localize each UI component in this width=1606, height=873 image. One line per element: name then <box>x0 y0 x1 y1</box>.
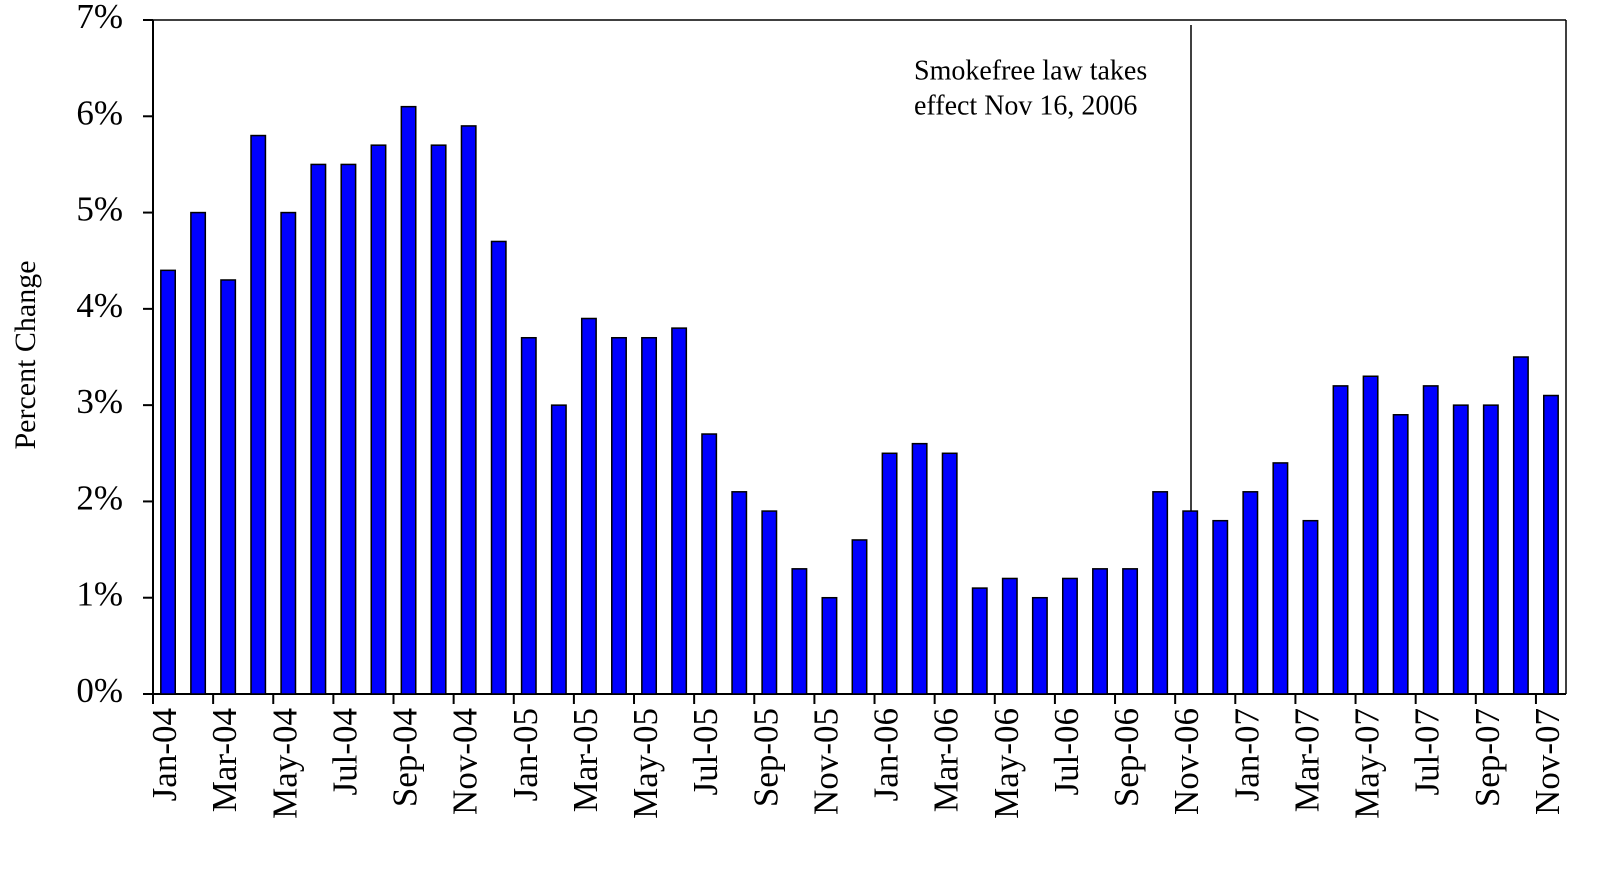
y-axis-label: Percent Change <box>9 260 42 449</box>
bar <box>1332 385 1349 695</box>
bar <box>1122 568 1139 695</box>
x-tick-label: Jan-07 <box>1227 708 1266 801</box>
bar <box>821 596 838 695</box>
bar <box>190 211 207 695</box>
bar <box>731 491 748 695</box>
bar <box>1061 577 1078 695</box>
y-tick-label: 5% <box>76 190 123 229</box>
x-tick-label: Mar-04 <box>205 708 244 812</box>
y-tick-label: 4% <box>76 286 123 325</box>
bar <box>1212 519 1229 695</box>
x-tick-label: Nov-04 <box>446 708 485 815</box>
x-tick-label: Mar-07 <box>1287 708 1326 812</box>
x-tick-label: Nov-05 <box>806 708 845 815</box>
bar <box>881 452 898 695</box>
x-tick-label: Sep-05 <box>746 708 785 807</box>
bar <box>580 317 597 695</box>
x-tick-label: Sep-06 <box>1107 708 1146 807</box>
x-tick-label: Nov-07 <box>1528 708 1567 815</box>
bar <box>671 327 688 695</box>
annotation: Smokefree law takes <box>914 55 1147 86</box>
y-tick-label: 1% <box>76 575 123 614</box>
bar <box>220 279 237 695</box>
bar <box>641 336 658 695</box>
bar <box>490 240 507 695</box>
x-tick-label: Jul-07 <box>1408 708 1447 796</box>
x-tick-label: May-07 <box>1348 708 1387 819</box>
bar <box>520 336 537 695</box>
y-tick-label: 7% <box>76 0 123 36</box>
bar <box>1092 568 1108 695</box>
bar <box>250 134 267 695</box>
bar <box>460 125 477 695</box>
bar <box>1302 519 1319 695</box>
x-tick-label: May-06 <box>987 708 1026 819</box>
x-tick-label: Mar-06 <box>927 708 966 812</box>
bar <box>1543 394 1559 695</box>
x-tick-label: Sep-04 <box>386 708 425 807</box>
y-tick-label: 2% <box>76 478 123 517</box>
bar <box>911 442 928 695</box>
x-tick-label: Mar-05 <box>566 708 605 812</box>
bar <box>851 539 868 695</box>
bar <box>160 269 176 695</box>
bar <box>1272 462 1289 695</box>
x-tick-label: May-04 <box>265 708 304 819</box>
bar <box>701 433 718 695</box>
bar <box>1152 491 1169 695</box>
bar <box>1242 491 1259 695</box>
bar <box>430 144 447 695</box>
bar <box>941 452 958 695</box>
x-tick-label: Jan-06 <box>867 708 906 801</box>
x-tick-label: Jul-05 <box>686 708 725 796</box>
bar <box>1031 596 1048 695</box>
x-tick-label: May-05 <box>626 708 665 819</box>
bar <box>310 163 327 695</box>
annotation: effect Nov 16, 2006 <box>914 90 1137 121</box>
bar <box>400 105 417 695</box>
y-tick-label: 0% <box>76 671 123 710</box>
bar <box>370 144 387 695</box>
bar <box>1422 385 1439 695</box>
x-tick-label: Sep-07 <box>1468 708 1507 807</box>
x-tick-label: Nov-06 <box>1167 708 1206 815</box>
bar <box>550 404 567 695</box>
bar <box>1452 404 1469 695</box>
bar <box>761 510 778 695</box>
bar <box>1001 577 1018 695</box>
bar <box>611 336 627 695</box>
x-tick-label: Jul-06 <box>1047 708 1086 796</box>
bar <box>280 211 297 695</box>
x-tick-label: Jan-05 <box>506 708 545 801</box>
bar <box>340 163 357 695</box>
x-tick-label: Jul-04 <box>325 708 364 796</box>
bar <box>1362 375 1379 695</box>
bar <box>1512 356 1529 695</box>
bar <box>1182 510 1199 695</box>
y-tick-label: 6% <box>76 93 123 132</box>
bar <box>1392 414 1409 695</box>
bar <box>1482 404 1499 695</box>
bar <box>971 587 988 695</box>
y-tick-label: 3% <box>76 382 123 421</box>
x-tick-label: Jan-04 <box>145 708 184 801</box>
bar <box>791 568 808 695</box>
